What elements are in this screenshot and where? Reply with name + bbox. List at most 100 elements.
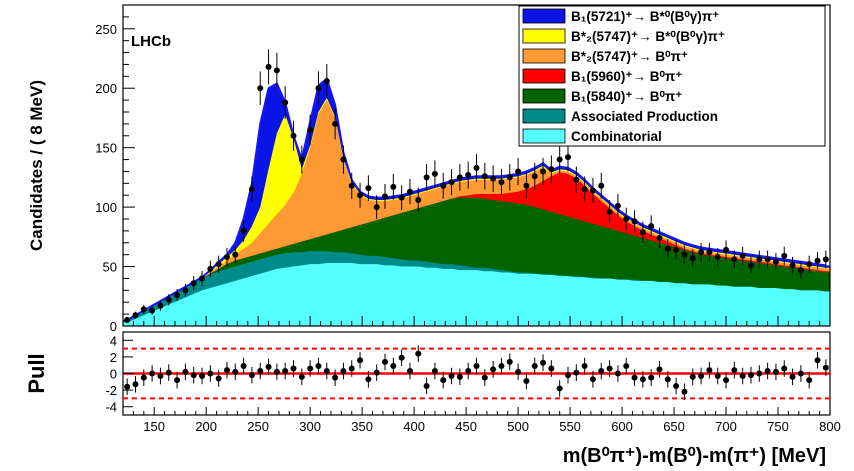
data-point <box>739 252 746 259</box>
data-point <box>290 132 297 139</box>
pull-point <box>223 367 230 374</box>
data-point <box>190 280 197 287</box>
x-axis-label: m(B⁰π⁺)-m(B⁰)-m(π⁺) [MeV] <box>563 445 826 467</box>
pull-point <box>456 373 463 380</box>
data-point <box>448 179 455 186</box>
data-point <box>357 192 364 199</box>
pull-point <box>248 372 255 379</box>
pull-point <box>481 374 488 381</box>
data-point <box>598 182 605 189</box>
pull-point <box>423 382 430 389</box>
data-point <box>456 174 463 181</box>
data-point <box>764 256 771 263</box>
data-point <box>465 172 472 179</box>
data-point <box>681 251 688 258</box>
data-point <box>515 168 522 175</box>
data-point <box>232 251 239 258</box>
data-point <box>814 257 821 264</box>
pull-point <box>540 359 547 366</box>
data-point <box>282 99 289 106</box>
data-point <box>199 275 206 282</box>
legend-label: Associated Production <box>571 109 718 124</box>
pull-point <box>598 368 605 375</box>
pull-point <box>390 363 397 370</box>
data-point <box>664 245 671 252</box>
pull-point <box>589 376 596 383</box>
data-point <box>423 174 430 181</box>
data-point <box>248 186 255 193</box>
pull-points <box>124 345 829 401</box>
data-point <box>673 246 680 253</box>
pull-point <box>440 377 447 384</box>
data-point <box>207 265 214 272</box>
data-point <box>348 182 355 189</box>
data-point <box>307 126 314 133</box>
x-tick-label: 450 <box>455 419 477 434</box>
data-point <box>382 193 389 200</box>
pull-point <box>357 357 364 364</box>
legend-label: B₁(5721)⁺→ B*⁰(B⁰γ)π⁺ <box>571 9 719 24</box>
pull-point <box>673 382 680 389</box>
data-point <box>440 182 447 189</box>
pull-point <box>174 377 181 384</box>
pull-point <box>348 365 355 372</box>
data-point <box>398 194 405 201</box>
data-point <box>506 174 513 181</box>
x-axis-ticks: 150 200 250 300 350 400 450 500 550 600 650 700 750 8… <box>132 407 841 434</box>
pull-point <box>490 366 497 373</box>
data-point <box>223 254 230 261</box>
pull-point <box>157 372 164 379</box>
x-tick-label: 700 <box>715 419 737 434</box>
data-point <box>323 78 330 85</box>
pull-point <box>282 368 289 375</box>
x-tick-label: 250 <box>247 419 269 434</box>
data-point <box>257 85 264 92</box>
pull-point <box>340 368 347 375</box>
data-point <box>240 227 247 234</box>
data-point <box>581 186 588 193</box>
pull-point <box>124 383 131 390</box>
pull-point <box>714 372 721 379</box>
data-point <box>498 179 505 186</box>
data-point <box>132 312 139 319</box>
pull-point <box>257 368 264 375</box>
data-point <box>589 187 596 194</box>
legend-swatch <box>522 8 566 24</box>
pull-point <box>207 370 214 377</box>
pull-point <box>781 365 788 372</box>
data-point <box>689 255 696 262</box>
data-point <box>623 216 630 222</box>
pull-point <box>723 377 730 384</box>
pull-point <box>506 358 513 365</box>
pull-point <box>431 368 438 375</box>
pull-point <box>373 369 380 376</box>
pull-point <box>564 372 571 379</box>
y-tick-label: 250 <box>95 22 117 37</box>
pull-point <box>199 372 206 379</box>
data-point <box>723 246 730 253</box>
pull-y-axis-ticks: -4 -20 2 4 <box>105 333 133 415</box>
y-tick-label: 150 <box>95 141 117 156</box>
data-point <box>431 170 438 177</box>
data-point <box>698 249 705 256</box>
data-point <box>772 258 779 265</box>
pull-y-tick-label: 4 <box>110 333 117 348</box>
pull-point <box>772 368 779 375</box>
data-point <box>406 188 413 195</box>
pull-point <box>573 369 580 376</box>
pull-point <box>623 363 630 370</box>
data-points <box>124 49 829 324</box>
data-point <box>714 254 721 261</box>
data-point <box>365 185 372 192</box>
pull-point <box>797 370 804 377</box>
x-tick-label: 350 <box>351 419 373 434</box>
pull-point <box>664 376 671 383</box>
pull-point <box>265 363 272 370</box>
legend: B₁(5721)⁺→ B*⁰(B⁰γ)π⁺ B*₂(5747)⁺→ B*⁰(B⁰γ… <box>518 5 826 147</box>
data-point <box>548 166 555 173</box>
x-tick-label: 500 <box>507 419 529 434</box>
pull-point <box>448 372 455 379</box>
pull-y-axis-label: Pull <box>24 353 49 393</box>
data-point <box>481 173 488 180</box>
